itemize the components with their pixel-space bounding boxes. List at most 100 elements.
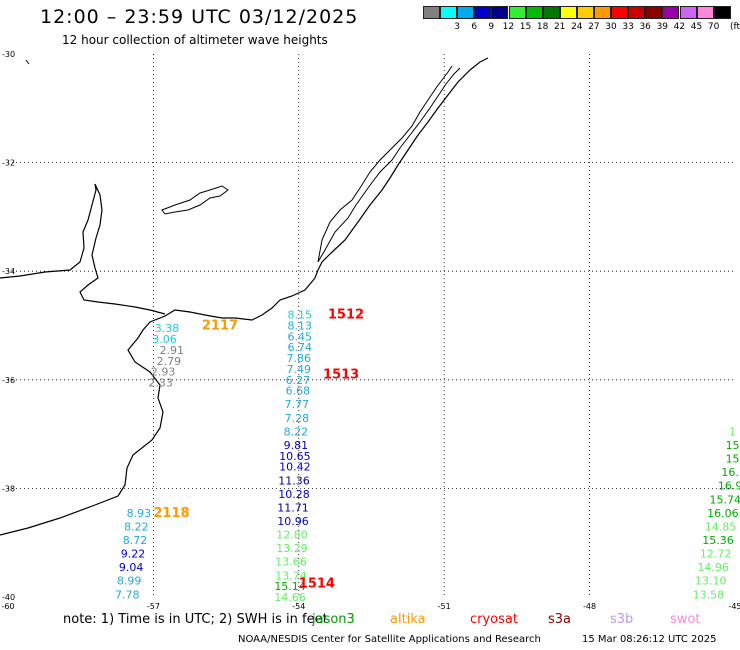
lon-label: -60 [1,602,14,611]
legend-swatch [457,6,475,19]
legend-tick-label: 45 [690,22,703,32]
page-title: 12:00 – 23:59 UTC 03/12/2025 [40,6,359,28]
wave-height-value: 13.66 [275,556,307,569]
legend-tick-label: 24 [571,22,583,32]
legend-swatch [576,6,594,19]
satellite-name: s3a [548,612,572,627]
legend-tick-label: 70 [707,22,720,32]
lagoon-outline [317,65,461,263]
wave-height-value: 11.71 [277,501,309,514]
wave-height-value: 6.27 [286,374,311,387]
wave-height-value: 7.78 [115,588,140,601]
wave-height-value: 8.93 [127,507,152,520]
pass-number-label: 2117 [202,319,238,334]
legend-swatch [491,6,509,19]
wave-height-value: 8.15 [288,309,313,322]
wave-height-value: 2.33 [148,377,173,390]
wave-height-value: 8.22 [284,425,309,438]
wave-height-value: 15.74 [710,493,740,506]
wave-height-value: 7.77 [285,398,310,411]
legend-tick-label: 15 [519,22,532,32]
lon-label: -51 [438,602,451,611]
wave-height-value: 7.86 [287,352,312,365]
wave-height-value: 15 [726,453,740,466]
wave-height-value: 3.38 [155,322,180,335]
lat-label: -34 [2,267,15,276]
credit-text: NOAA/NESDIS Center for Satellite Applica… [238,634,541,645]
wave-height-value: 11.36 [278,474,310,487]
wave-height-value: 6.68 [286,385,311,398]
lat-label: -38 [2,484,15,493]
wave-height-value: 13.74 [275,569,307,582]
legend-swatch [423,6,440,19]
wave-height-value: 10.28 [278,488,310,501]
legend-swatch [542,6,560,19]
timestamp: 15 Mar 08:26:12 UTC 2025 [582,634,717,645]
legend-tick-label: 39 [656,22,669,32]
wave-height-value: 12.80 [276,529,308,542]
legend-tick-label: 21 [553,22,566,32]
map-grid [8,54,735,597]
legend-swatch [508,6,526,19]
legend-swatch [594,6,611,19]
pass-number-label: 1513 [323,367,359,382]
satellite-name: jason3 [312,612,355,627]
legend-tick-label: 12 [502,22,515,32]
wave-height-value: 14.96 [697,561,729,574]
wave-height-value: 15.14 [274,580,306,593]
legend-tick-label: 30 [605,22,617,32]
uruguay-coastline [0,183,166,315]
wave-height-value: 6.74 [288,341,313,354]
wave-height-value: 16.9 [718,480,740,493]
lat-label: -32 [2,159,15,168]
pass-labels: 2117 1512 1513 2118 1514 [153,308,364,592]
lat-label: -40 [2,593,15,602]
coastline [0,57,489,536]
wave-height-value: 8.72 [123,534,148,547]
axis-labels: -30 -32 -34 -36 -38 -40-60 -57 -54 -51 -48 -45 [1,50,740,611]
footer-note: note: 1) Time is in UTC; 2) SWH is in fe… [63,612,328,627]
wave-height-value: 15 [726,439,740,452]
wave-height-value: 14.85 [705,520,737,533]
wave-height-value: 1 [729,425,736,438]
satellite-name: cryosat [470,612,518,627]
wave-height-value: 15.36 [702,534,734,547]
lon-label: -57 [147,602,160,611]
wave-height-value: 2.79 [157,355,182,368]
lon-label: -48 [583,602,596,611]
pass-number-label: 2118 [153,506,189,521]
legend-tick-label: 42 [673,22,686,32]
page-subtitle: 12 hour collection of altimeter wave hei… [62,33,328,47]
legend-tick-label: 3 [454,22,460,32]
legend-swatch [474,6,492,19]
wave-height-value: 16.06 [707,507,739,520]
legend-swatch [713,6,731,19]
wave-height-value: 6.45 [288,330,313,343]
wave-height-value: 8.13 [288,320,313,333]
legend-tick-label: 27 [588,22,600,32]
satellite-name: altika [390,612,426,627]
satellite-name: s3b [610,612,634,627]
dot-island [25,59,30,65]
inland-lake [161,185,229,215]
wave-height-value: 7.49 [287,363,312,376]
legend-tick-label: 36 [639,22,651,32]
lat-label: -30 [2,50,15,59]
wave-height-value: 7.28 [285,412,310,425]
legend-swatch [679,6,697,19]
wave-height-value: 2.93 [151,366,176,379]
legend-unit: (ft) [730,22,740,32]
legend-tick-label: 18 [536,22,549,32]
satellite-name: swot [670,612,701,627]
legend-swatch [611,6,629,19]
lon-label: -45 [728,602,740,611]
legend-tick-label: 9 [488,22,495,32]
legend-swatch [440,6,458,19]
legend-swatch [645,6,663,19]
wave-tracks: 3.383.062.912.792.932.33 8.158.136.456.74… [115,309,740,604]
wave-height-value: 10.65 [279,450,311,463]
wave-height-value: 13.29 [276,542,308,555]
wave-height-value: 13.58 [693,588,725,601]
wave-height-value: 8.22 [124,520,149,533]
